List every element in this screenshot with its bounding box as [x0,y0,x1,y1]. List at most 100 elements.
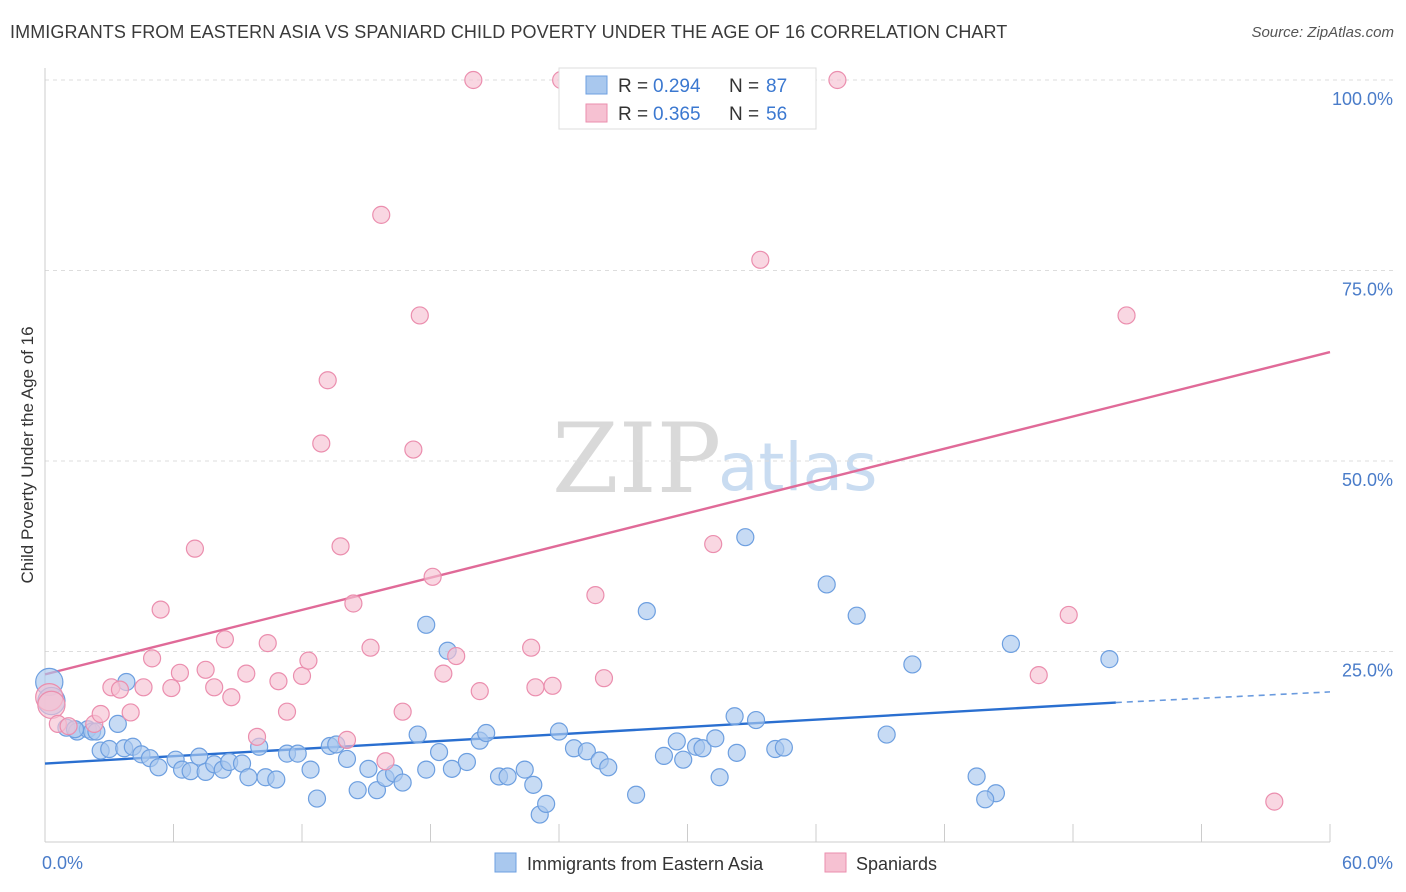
y-tick-label-1: 50.0% [1342,470,1393,490]
point-spaniards-30 [344,594,363,613]
series-name-2: Spaniards [856,854,937,874]
series-name-1: Immigrants from Eastern Asia [527,854,764,874]
point-eastern-asia-73 [817,575,836,594]
legend-r-value-2: 0.365 [653,104,701,125]
point-spaniards-12 [162,678,181,698]
legend-n-value-2: 56 [766,104,787,125]
point-eastern-asia-35 [359,759,378,778]
point-eastern-asia-81 [1100,650,1119,669]
point-eastern-asia-83 [417,615,436,634]
point-spaniards-1 [37,690,66,720]
point-spaniards-52 [1029,666,1048,685]
point-spaniards-54 [1117,306,1136,325]
point-spaniards-50 [751,250,770,269]
y-tick-labels: 25.0% 50.0% 75.0% 100.0% [1332,89,1393,681]
point-spaniards-24 [292,666,312,685]
gridlines [45,79,1393,652]
point-spaniards-36 [410,306,429,325]
point-spaniards-53 [1059,605,1078,625]
point-spaniards-39 [447,646,466,666]
point-eastern-asia-60 [654,746,674,765]
point-spaniards-8 [121,703,140,722]
legend-r-value-1: 0.294 [653,76,701,97]
point-eastern-asia-72 [774,738,793,757]
source-credit: Source: ZipAtlas.com [1251,24,1394,41]
y-axis-label: Child Poverty Under the Age of 16 [18,326,37,583]
point-eastern-asia-76 [903,655,922,674]
point-eastern-asia-61 [667,732,686,751]
point-spaniards-16 [205,678,224,697]
point-eastern-asia-30 [307,789,327,808]
point-eastern-asia-52 [537,794,556,814]
point-eastern-asia-46 [477,723,496,743]
point-spaniards-7 [110,680,130,699]
point-eastern-asia-17 [190,747,209,766]
point-eastern-asia-62 [674,750,693,769]
point-eastern-asia-49 [515,760,534,779]
point-spaniards-55 [1265,792,1284,811]
chart-title: IMMIGRANTS FROM EASTERN ASIA VS SPANIARD… [10,22,1008,42]
point-eastern-asia-58 [626,785,646,804]
point-eastern-asia-41 [417,760,436,779]
point-eastern-asia-59 [637,602,656,621]
point-eastern-asia-23 [239,768,258,787]
point-eastern-asia-77 [967,767,986,786]
x-tick-label-min: 0.0% [42,853,83,873]
point-spaniards-43 [526,678,545,697]
point-eastern-asia-33 [337,749,357,769]
point-spaniards-25 [299,651,318,670]
point-spaniards-48 [704,534,723,554]
point-eastern-asia-57 [599,758,618,777]
legend-swatch-blue [585,75,608,95]
point-spaniards-33 [376,752,395,771]
trend-lines [44,350,1331,765]
point-spaniards-15 [196,660,215,679]
point-spaniards-28 [331,537,350,556]
point-spaniards-26 [312,434,331,453]
series-swatch-pink [824,852,847,873]
y-tick-label-0: 25.0% [1342,661,1393,681]
legend: R = 0.294 N = 87 R = 0.365 N = 56 [558,67,817,130]
point-spaniards-22 [269,672,288,691]
point-spaniards-17 [215,630,234,649]
point-eastern-asia-75 [877,725,896,744]
point-eastern-asia-26 [267,770,286,789]
y-tick-label-2: 75.0% [1342,280,1393,300]
point-spaniards-47 [594,669,614,688]
point-spaniards-38 [434,664,453,683]
point-eastern-asia-74 [847,606,866,625]
trend-line-eastern-asia-extension [1115,691,1331,704]
point-spaniards-42 [522,638,541,657]
legend-n-label-2: N = [729,104,759,125]
legend-r-label-1: R = [618,76,648,97]
y-tick-label-3: 100.0% [1332,89,1393,109]
point-spaniards-37 [423,567,442,586]
point-eastern-asia-80 [1001,634,1020,653]
point-eastern-asia-66 [710,768,729,787]
point-spaniards-32 [372,205,391,224]
point-spaniards-44 [543,676,562,695]
point-spaniards-27 [318,371,337,390]
trend-line-spaniards [44,350,1331,676]
point-spaniards-11 [151,600,170,619]
series-legend: Immigrants from Eastern Asia Spaniards [494,852,937,874]
point-spaniards-20 [247,727,267,746]
trend-line-eastern-asia [44,701,1116,765]
point-eastern-asia-64 [693,739,712,758]
x-tick-label-max: 60.0% [1342,853,1393,873]
point-spaniards-51 [828,70,847,90]
legend-r-label-2: R = [618,104,648,125]
point-eastern-asia-43 [442,759,462,778]
point-spaniards-40 [464,70,483,90]
point-eastern-asia-79 [976,790,995,809]
point-spaniards-35 [404,440,423,459]
point-spaniards-21 [258,634,277,653]
point-eastern-asia-42 [429,742,449,762]
point-spaniards-13 [170,663,190,682]
point-eastern-asia-29 [301,760,320,779]
legend-n-value-1: 87 [766,76,787,97]
point-spaniards-46 [586,586,605,605]
point-spaniards-10 [142,649,162,668]
data-points [35,70,1284,824]
point-spaniards-5 [91,704,110,724]
